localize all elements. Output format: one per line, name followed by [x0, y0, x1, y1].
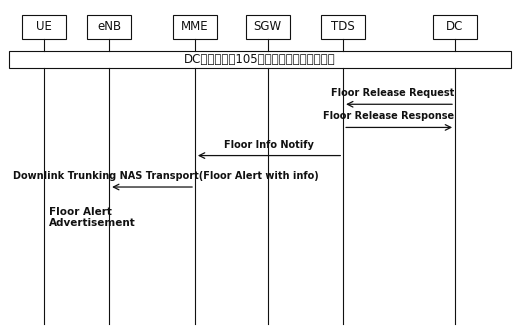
Text: TDS: TDS [331, 20, 355, 33]
Text: eNB: eNB [97, 20, 121, 33]
Text: DC有线调度台105拥有话语权并且通话结束: DC有线调度台105拥有话语权并且通话结束 [184, 53, 336, 66]
Text: Floor Alert
Advertisement: Floor Alert Advertisement [49, 207, 136, 228]
Text: UE: UE [36, 20, 52, 33]
Text: DC: DC [446, 20, 464, 33]
Polygon shape [22, 15, 67, 39]
Polygon shape [433, 15, 477, 39]
Text: MME: MME [181, 20, 209, 33]
Polygon shape [87, 15, 132, 39]
Polygon shape [173, 15, 217, 39]
Text: Floor Info Notify: Floor Info Notify [224, 140, 314, 150]
Text: Downlink Trunking NAS Transport(Floor Alert with info): Downlink Trunking NAS Transport(Floor Al… [13, 171, 319, 181]
Text: SGW: SGW [254, 20, 282, 33]
Text: Floor Release Request: Floor Release Request [331, 88, 454, 98]
Polygon shape [321, 15, 365, 39]
Text: Floor Release Response: Floor Release Response [323, 112, 454, 121]
Polygon shape [246, 15, 290, 39]
Polygon shape [9, 51, 511, 68]
